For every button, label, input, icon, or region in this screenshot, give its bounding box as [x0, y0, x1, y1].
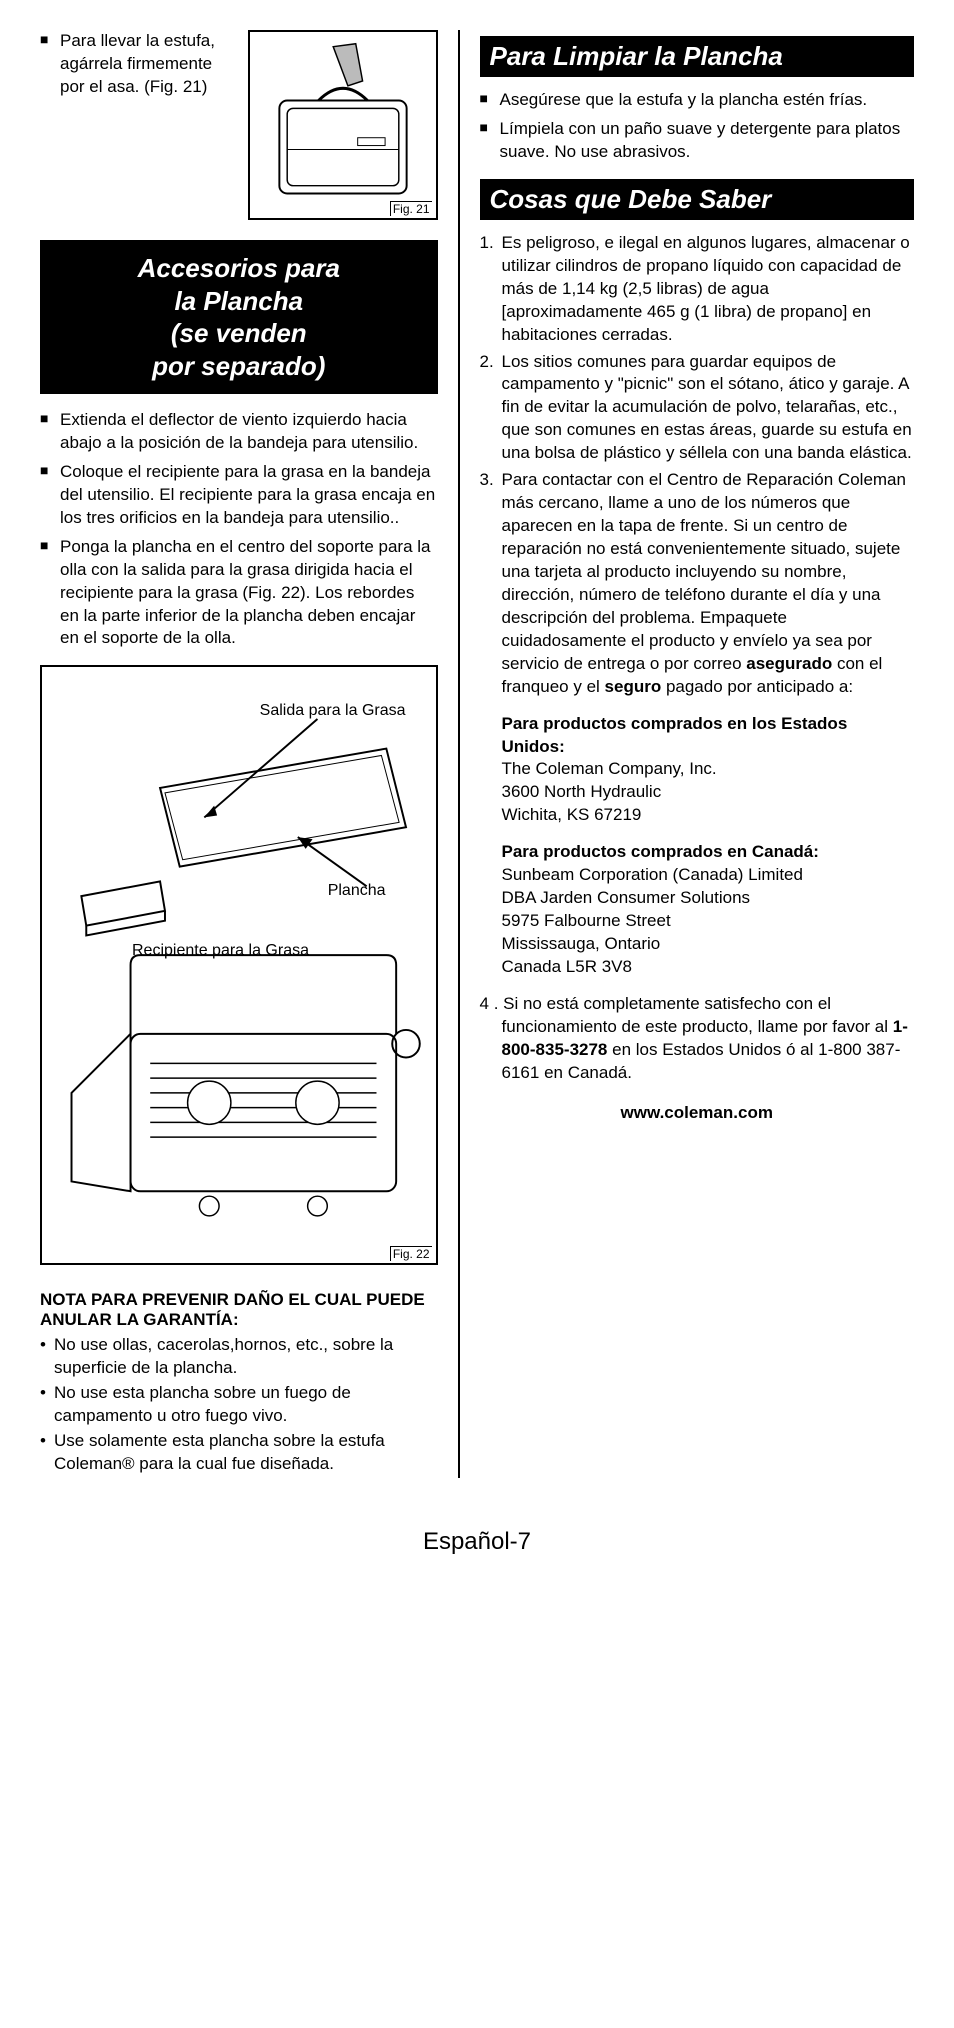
- heading-line: (se venden: [171, 318, 307, 348]
- step-item: Coloque el recipiente para la grasa en l…: [40, 461, 438, 530]
- stove-case-icon: [250, 32, 436, 218]
- website: www.coleman.com: [480, 1103, 914, 1123]
- annot-grease-outlet: Salida para la Grasa: [260, 702, 406, 720]
- annot-griddle: Plancha: [328, 882, 386, 900]
- step-item: Extienda el deflector de viento izquierd…: [40, 409, 438, 455]
- accessories-heading: Accesorios para la Plancha (se venden po…: [40, 240, 438, 394]
- annot-grease-cup: Recipiente para la Grasa: [132, 942, 309, 960]
- addr-line: Sunbeam Corporation (Canada) Limited: [502, 864, 914, 887]
- address-us: Para productos comprados en los Estados …: [480, 713, 914, 828]
- warranty-title: NOTA PARA PREVENIR DAÑO EL CUAL PUEDE AN…: [40, 1290, 438, 1330]
- clean-bullets: Asegúrese que la estufa y la plancha est…: [480, 89, 914, 164]
- warranty-item: No use ollas, cacerolas,hornos, etc., so…: [40, 1334, 438, 1380]
- addr-line: The Coleman Company, Inc.: [502, 758, 914, 781]
- carry-row: Para llevar la estufa, agárrela firmemen…: [40, 30, 438, 220]
- fig22-label: Fig. 22: [390, 1246, 432, 1261]
- addr-line: Wichita, KS 67219: [502, 804, 914, 827]
- left-column: Para llevar la estufa, agárrela firmemen…: [40, 30, 460, 1478]
- carry-bullet: Para llevar la estufa, agárrela firmemen…: [40, 30, 238, 99]
- accessory-steps: Extienda el deflector de viento izquierd…: [40, 409, 438, 650]
- clean-item: Límpiela con un paño suave y detergente …: [480, 118, 914, 164]
- carry-text: Para llevar la estufa, agárrela firmemen…: [40, 30, 238, 220]
- clean-item: Asegúrese que la estufa y la plancha est…: [480, 89, 914, 112]
- page-number: Español-7: [40, 1528, 914, 1556]
- fig21-label: Fig. 21: [390, 201, 432, 216]
- warranty-item: Use solamente esta plancha sobre la estu…: [40, 1430, 438, 1476]
- warranty-item: No use esta plancha sobre un fuego de ca…: [40, 1382, 438, 1428]
- warranty-note: NOTA PARA PREVENIR DAÑO EL CUAL PUEDE AN…: [40, 1290, 438, 1476]
- step-item: Ponga la plancha en el centro del soport…: [40, 536, 438, 651]
- heading-line: la Plancha: [174, 286, 303, 316]
- things-heading: Cosas que Debe Saber: [480, 179, 914, 220]
- things-item: Los sitios comunes para guardar equipos …: [480, 351, 914, 466]
- figure-22: Salida para la Grasa Plancha Recipiente …: [40, 665, 438, 1265]
- heading-line: por separado): [152, 351, 325, 381]
- things-item: Es peligroso, e ilegal en algunos lugare…: [480, 232, 914, 347]
- heading-line: Accesorios para: [138, 253, 340, 283]
- things-item-4: 4 . Si no está completamente satisfecho …: [480, 993, 914, 1085]
- addr-us-title: Para productos comprados en los Estados …: [502, 713, 914, 759]
- right-column: Para Limpiar la Plancha Asegúrese que la…: [460, 30, 914, 1478]
- addr-line: 3600 North Hydraulic: [502, 781, 914, 804]
- addr-line: Canada L5R 3V8: [502, 956, 914, 979]
- addr-ca-title: Para productos comprados en Canadá:: [502, 841, 914, 864]
- figure-21: Fig. 21: [248, 30, 438, 220]
- things-item-3: Para contactar con el Centro de Reparaci…: [480, 469, 914, 698]
- griddle-assembly-icon: [42, 667, 436, 1263]
- addr-line: Mississauga, Ontario: [502, 933, 914, 956]
- address-ca: Para productos comprados en Canadá: Sunb…: [480, 841, 914, 979]
- addr-line: 5975 Falbourne Street: [502, 910, 914, 933]
- things-list: Es peligroso, e ilegal en algunos lugare…: [480, 232, 914, 699]
- addr-line: DBA Jarden Consumer Solutions: [502, 887, 914, 910]
- clean-heading: Para Limpiar la Plancha: [480, 36, 914, 77]
